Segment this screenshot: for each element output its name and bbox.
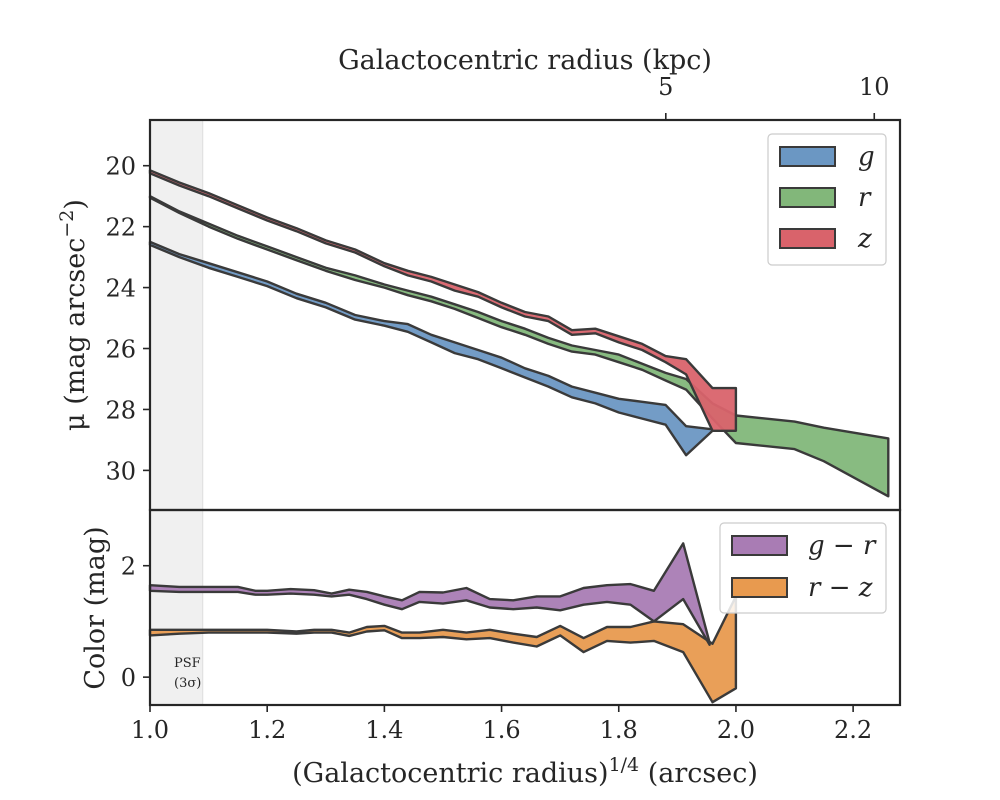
legend-label-r: r	[858, 183, 872, 213]
top-y-tick-label: 20	[105, 153, 136, 181]
psf-shade-top	[149, 119, 204, 511]
bottom-y-axis-ticks: 02	[121, 553, 150, 692]
top-y-tick-label: 28	[105, 396, 136, 424]
series-band-r	[148, 194, 890, 498]
top-y-axis-label-close: )	[60, 199, 91, 210]
legend-swatch-z	[779, 228, 836, 249]
bottom-x-tick-label: 1.6	[482, 716, 520, 744]
bottom-x-tick-label: 1.0	[131, 716, 169, 744]
legend-label-g-minus-r: g − r	[808, 531, 877, 561]
series-band-g-minus-r	[148, 542, 711, 646]
top-x-tick-label: 10	[859, 73, 890, 101]
legend-label-r-minus-z: r − z	[808, 573, 873, 603]
legend-label-g: g	[858, 142, 875, 172]
psf-shade-bottom	[149, 509, 204, 706]
legend-swatch-g	[779, 146, 836, 167]
bottom-y-axis-label: Color (mag)	[80, 526, 111, 689]
legend-swatch-r	[779, 187, 836, 208]
psf-annotation-line2: (3σ)	[174, 676, 201, 691]
top-panel-bands	[148, 169, 890, 498]
legend-swatch-g-minus-r	[731, 535, 788, 556]
bottom-legend: g − r r − z	[719, 522, 887, 614]
bottom-x-axis-label: (Galactocentric radius)1/4 (arcsec)	[292, 754, 758, 789]
bottom-x-tick-label: 1.4	[365, 716, 403, 744]
series-band-r-minus-z	[148, 595, 738, 704]
bottom-x-tick-label: 2.2	[834, 716, 872, 744]
series-band-g	[148, 240, 714, 457]
top-x-tick-label: 5	[658, 73, 673, 101]
bottom-x-axis-ticks: 1.0 1.2 1.4 1.6 1.8 2.0 2.2	[131, 705, 872, 744]
bottom-x-tick-label: 2.0	[717, 716, 755, 744]
top-y-tick-label: 22	[105, 214, 136, 242]
top-y-tick-label: 24	[105, 275, 136, 303]
top-y-tick-label: 26	[105, 336, 136, 364]
top-x-axis-ticks: 51020305075100	[658, 73, 890, 120]
bottom-panel-bands	[148, 542, 738, 704]
top-y-axis-ticks: 20 22 24 26 28 30	[105, 153, 150, 485]
top-y-tick-label: 30	[105, 457, 136, 485]
top-y-axis-label: μ (mag arcsec−2)	[56, 199, 91, 431]
top-y-axis-label-main: μ (mag arcsec	[60, 238, 91, 431]
psf-annotation-line1: PSF	[174, 656, 201, 671]
top-legend: grz	[767, 133, 887, 266]
top-y-axis-label-exponent: −2	[56, 210, 78, 238]
bottom-y-tick-label: 2	[121, 553, 136, 581]
legend-label-z: z	[857, 224, 872, 254]
bottom-y-tick-label: 0	[121, 664, 136, 692]
series-band-z	[148, 169, 738, 432]
top-x-axis-label: Galactocentric radius (kpc)	[338, 45, 712, 76]
legend-swatch-r-minus-z	[731, 577, 788, 598]
bottom-x-tick-label: 1.8	[600, 716, 638, 744]
bottom-x-axis-label-main: (Galactocentric radius)	[292, 758, 608, 789]
bottom-x-axis-label-exponent: 1/4	[609, 754, 640, 776]
bottom-x-tick-label: 1.2	[248, 716, 286, 744]
bottom-x-axis-label-tail: (arcsec)	[639, 758, 758, 789]
bottom-panel-frame	[148, 508, 902, 707]
